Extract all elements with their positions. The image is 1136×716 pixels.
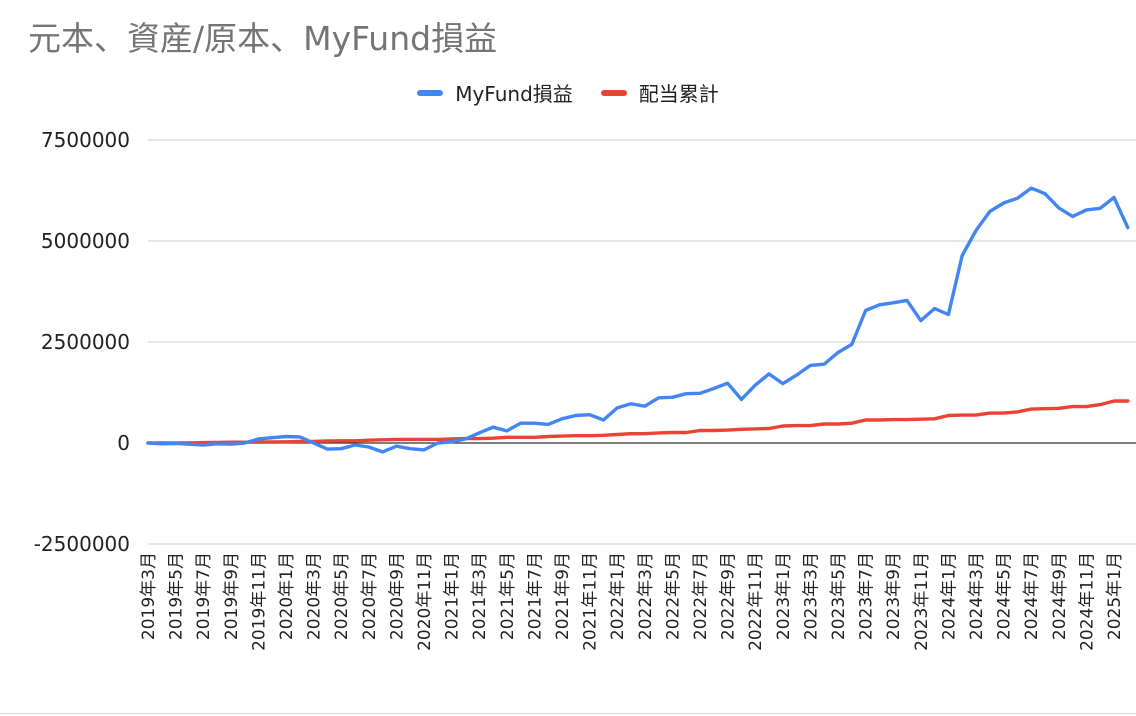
x-tick-label: 2023年5月 (829, 552, 849, 640)
y-tick-label: 5000000 (41, 229, 130, 253)
x-tick-label: 2023年9月 (884, 552, 904, 640)
x-tick-label: 2024年1月 (939, 552, 959, 640)
x-tick-label: 2022年5月 (663, 552, 683, 640)
series-line-myfund (146, 186, 1130, 454)
x-tick-label: 2021年9月 (553, 552, 573, 640)
legend-item-myfund[interactable]: MyFund損益 (417, 78, 573, 107)
x-tick-label: 2023年11月 (912, 552, 932, 651)
y-tick-label: 7500000 (41, 128, 130, 152)
x-tick-label: 2024年7月 (1022, 552, 1042, 640)
x-tick-label: 2024年3月 (967, 552, 987, 640)
x-tick-label: 2019年5月 (167, 552, 187, 640)
y-tick-label: -2500000 (34, 532, 130, 556)
y-tick-label: 0 (117, 431, 130, 455)
bottom-divider (0, 713, 1136, 714)
x-tick-label: 2020年5月 (332, 552, 352, 640)
legend-item-dividend[interactable]: 配当累計 (600, 78, 719, 107)
legend-label-myfund: MyFund損益 (455, 82, 573, 106)
x-tick-label: 2019年7月 (194, 552, 214, 640)
x-tick-label: 2024年5月 (995, 552, 1015, 640)
x-tick-label: 2022年9月 (719, 552, 739, 640)
x-tick-label: 2024年9月 (1050, 552, 1070, 640)
legend-label-dividend: 配当累計 (638, 82, 719, 106)
y-tick-label: 2500000 (41, 330, 130, 354)
x-tick-label: 2023年1月 (774, 552, 794, 640)
x-tick-label: 2022年1月 (608, 552, 628, 640)
x-tick-label: 2022年3月 (636, 552, 656, 640)
x-tick-label: 2019年11月 (249, 552, 269, 651)
x-tick-label: 2024年11月 (1077, 552, 1097, 651)
x-tick-label: 2021年3月 (470, 552, 490, 640)
x-tick-label: 2021年1月 (443, 552, 463, 640)
x-tick-label: 2020年9月 (387, 552, 407, 640)
legend-swatch-myfund (417, 89, 444, 96)
x-tick-label: 2021年7月 (525, 552, 545, 640)
x-tick-label: 2021年11月 (581, 552, 601, 651)
x-tick-label: 2020年3月 (305, 552, 325, 640)
x-tick-label: 2025年1月 (1105, 552, 1125, 640)
x-tick-label: 2023年3月 (801, 552, 821, 640)
x-tick-label: 2019年3月 (139, 552, 159, 640)
x-tick-label: 2022年7月 (691, 552, 711, 640)
x-tick-label: 2019年9月 (222, 552, 242, 640)
legend-swatch-dividend (600, 89, 627, 96)
x-tick-label: 2020年11月 (415, 552, 435, 651)
x-tick-label: 2023年7月 (857, 552, 877, 640)
x-tick-label: 2021年5月 (498, 552, 518, 640)
legend: MyFund損益 配当累計 (0, 78, 1136, 107)
x-tick-label: 2020年7月 (360, 552, 380, 640)
x-tick-label: 2022年11月 (746, 552, 766, 651)
chart-title: 元本、資産/原本、MyFund損益 (28, 19, 498, 58)
x-tick-label: 2020年1月 (277, 552, 297, 640)
